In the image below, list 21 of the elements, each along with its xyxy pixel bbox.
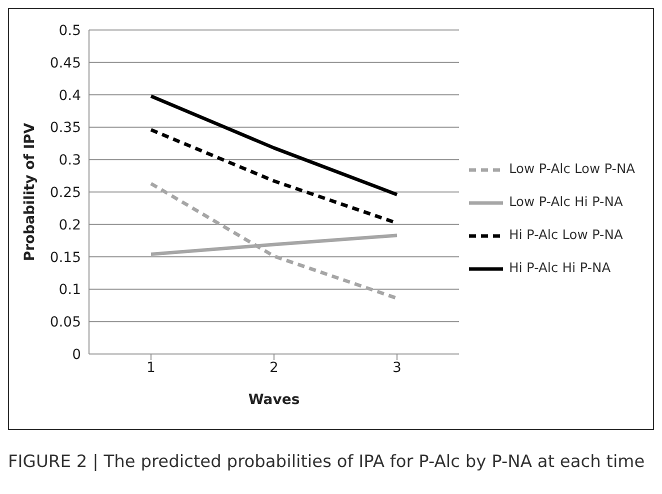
y-tick-label: 0.1 bbox=[58, 282, 81, 298]
legend-label: Hi P-Alc Low P-NA bbox=[509, 228, 623, 243]
x-axis-title: Waves bbox=[248, 392, 300, 408]
y-tick-label: 0 bbox=[72, 346, 81, 363]
y-axis-title: Probability of IPV bbox=[22, 122, 38, 262]
legend-label: Hi P-Alc Hi P-NA bbox=[509, 261, 611, 276]
y-tick-label: 0.2 bbox=[58, 217, 81, 234]
legend-label: Low P-Alc Hi P-NA bbox=[509, 195, 623, 210]
y-tick-label: 0.25 bbox=[50, 184, 81, 201]
y-tick-label: 0.4 bbox=[58, 88, 82, 104]
y-tick-label: 0.05 bbox=[50, 314, 81, 331]
y-tick-label: 0.5 bbox=[58, 22, 81, 39]
y-tick-label: 0.45 bbox=[50, 55, 81, 72]
y-tick-label: 0.35 bbox=[50, 120, 81, 136]
x-tick-label: 1 bbox=[146, 360, 156, 376]
x-tick-label: 3 bbox=[392, 360, 402, 376]
legend-label: Low P-Alc Low P-NA bbox=[509, 162, 636, 177]
y-tick-label: 0.3 bbox=[58, 152, 81, 169]
caption: FIGURE 2 | The predicted probabilities of IPA for P-Alc by P-NA at each time bbox=[8, 452, 646, 472]
y-tick-label: 0.15 bbox=[50, 250, 81, 266]
x-tick-label: 2 bbox=[270, 360, 278, 376]
